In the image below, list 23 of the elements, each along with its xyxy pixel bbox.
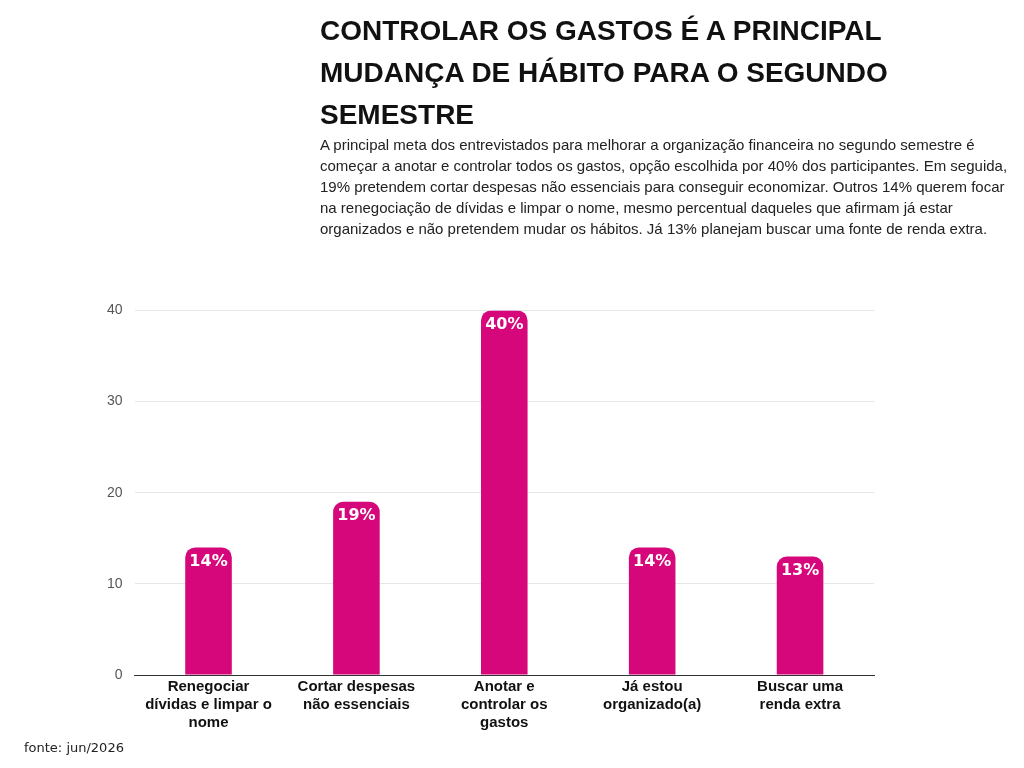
bar xyxy=(480,310,528,675)
y-tick-label: 0 xyxy=(114,665,123,682)
x-tick-label: Buscar uma renda extra xyxy=(757,677,844,713)
chart-title: CONTROLAR OS GASTOS É A PRINCIPAL MUDANÇA DE HÁBITO PARA O SEGUNDO SEMESTRE xyxy=(320,14,889,132)
y-tick-label: 40 xyxy=(106,301,123,318)
x-tick-label: Cortar despesas não essenciais xyxy=(297,677,416,713)
bar xyxy=(628,547,676,675)
y-tick-label: 30 xyxy=(106,392,123,409)
data-label: 14% xyxy=(633,550,672,570)
x-tick-label: Renegociar dívidas e limpar o nome xyxy=(145,677,272,731)
data-label: 13% xyxy=(780,559,820,579)
y-tick-label: 20 xyxy=(106,483,123,500)
bar xyxy=(185,547,232,675)
source-note: fonte: jun/2026 xyxy=(24,740,124,755)
x-tick-label: Anotar e controlar os gastos xyxy=(460,677,548,731)
data-label: 19% xyxy=(337,504,376,524)
x-tick-label: Já estou organizado(a) xyxy=(603,677,702,713)
data-label: 14% xyxy=(189,550,228,570)
data-label: 40% xyxy=(485,313,524,333)
bar xyxy=(333,501,380,675)
y-tick-label: 10 xyxy=(106,574,123,591)
chart-subtitle: A principal meta dos entrevistados para melhorar a organização financeira no segundo semestre é começar a anotar e controlar todos os gastos, opção escolhida por 40% dos participantes. Em seguida, 19% pretendem cortar despesas não essenciais para conseguir economizar. Outros 14% querem focar na renegociação de dívidas e limpar o nome, mesmo percentual daqueles que afirmam já estar organizados e não pretendem mudar os hábitos. Já 13% planejam buscar uma fonte de renda extra. xyxy=(320,135,1009,239)
bar xyxy=(776,556,824,675)
